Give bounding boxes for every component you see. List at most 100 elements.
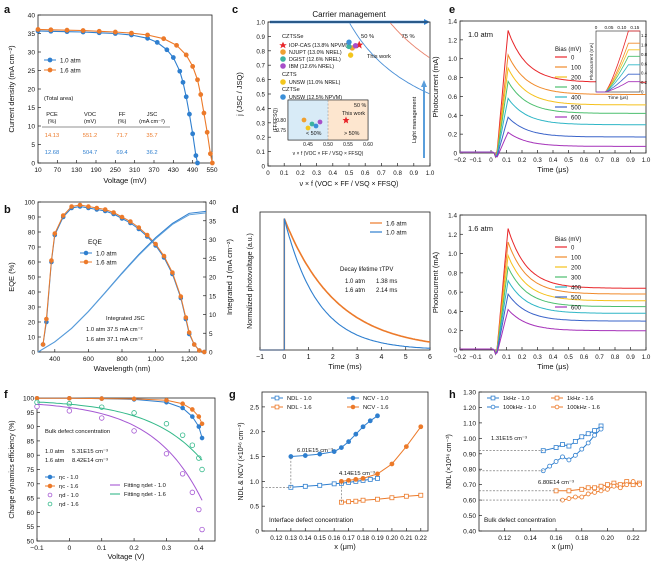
panel-a-point <box>35 27 41 32</box>
panel-e-bottom-ytick-label: 0.8 <box>448 270 457 277</box>
panel-a-ytick-label: 0 <box>31 161 35 168</box>
panel-h-xtick-label: 0.14 <box>524 535 537 542</box>
panel-a-point <box>177 68 183 74</box>
panel-c-point <box>352 43 359 49</box>
panel-b-right-ytick-label: 5 <box>209 331 213 338</box>
panel-b-eqe-point <box>196 348 202 353</box>
panel-c-inset-ytick: 0.80 <box>276 118 286 124</box>
panel-g-legend-marker <box>274 404 280 410</box>
panel-e-bottom-legend-label: 600 <box>571 305 582 311</box>
panel-h-annotation: 6.80E14 cm⁻³ <box>538 480 574 486</box>
panel-g-ytick-label: 1.5 <box>250 454 259 461</box>
panel-c-inset-ylabel: (FF/FFSQ) <box>273 108 279 132</box>
panel-e-inset-ytick: 1.0 <box>641 43 648 48</box>
panel-g-line-2 <box>341 494 421 503</box>
panel-b-ytick-label: 70 <box>28 245 36 252</box>
panel-b-annotation: 1.6 atm 37.1 mA cm⁻² <box>86 337 143 343</box>
panel-g-xtick-label: 0.19 <box>371 535 384 542</box>
panel-e-bottom-ytick-label: 1.0 <box>448 251 457 258</box>
panel-b-integrated-line-3 <box>37 212 207 353</box>
panel-g-line-0 <box>290 477 378 488</box>
panel-g-xtick-label: 0.20 <box>386 535 399 542</box>
panel-b-eqe-point <box>178 294 184 299</box>
panel-g-point <box>375 413 380 419</box>
panel-label-e: e <box>449 4 455 16</box>
panel-h-point <box>566 488 572 494</box>
panel-c-xtick-label: 0.8 <box>393 170 402 177</box>
panel-d-xtick-label: 0 <box>282 354 286 361</box>
panel-c-ytick-label: 0.2 <box>256 135 265 142</box>
panel-e-inset-ytick: 0.6 <box>641 61 648 66</box>
panel-e-bottom-xtick-label: 0.6 <box>580 354 589 361</box>
panel-a-ytick-label: 10 <box>28 124 36 131</box>
panel-f-point <box>66 408 73 414</box>
panel-c-ytick-label: 0.4 <box>256 106 265 113</box>
panel-g-point <box>389 495 395 501</box>
panel-e-inset-ytick: 0 <box>641 90 644 95</box>
panel-e-bottom-xtick-label: 0.5 <box>564 354 573 361</box>
panel-h-point <box>605 486 610 492</box>
panel-e-top-curve-400 <box>460 97 646 158</box>
panel-c-inset-ytick: 0.75 <box>276 128 286 134</box>
panel-b-right-ytick-label: 30 <box>209 237 217 244</box>
panel-c-xtick-label: 0.9 <box>409 170 418 177</box>
panel-c-inset-label: > 50% <box>344 131 360 137</box>
panel-h-point <box>585 431 591 437</box>
panel-f-point <box>196 506 202 513</box>
panel-g-ytick-label: 2.0 <box>250 429 259 436</box>
panel-e-inset-frame <box>595 30 641 93</box>
panel-g-ytick-label: 1.0 <box>250 479 259 486</box>
panel-a-xtick-label: 430 <box>168 167 179 174</box>
panel-b-annotation: Integrated JSC <box>106 316 145 322</box>
panel-h-legend-label: 1kHz - 1.6 <box>567 396 593 402</box>
panel-c-ytick-label: 1.0 <box>256 20 265 27</box>
panel-b-eqe-point <box>77 202 83 208</box>
panel-e-inset-xtick: 0.10 <box>617 25 626 30</box>
panel-d-xtick-label: 5 <box>404 354 408 361</box>
panel-f-ytick-label: 60 <box>27 510 35 517</box>
panel-b-legend-label: 1.6 atm <box>96 259 117 266</box>
panel-h-ytick-label: 0.40 <box>463 529 476 536</box>
panel-e-inset-xtick: 0.15 <box>630 25 639 30</box>
panel-h-point <box>598 426 604 432</box>
panel-b-ytick-label: 10 <box>28 335 36 342</box>
panel-a-point <box>195 77 200 83</box>
panel-f-ytick-label: 70 <box>27 481 35 488</box>
panel-d-xtick-label: 4 <box>379 354 383 361</box>
panel-f-ytick-label: 80 <box>27 453 35 460</box>
panel-c-inset-label: This work <box>342 111 365 117</box>
panel-h-ytick-label: 0.90 <box>463 451 476 458</box>
panel-f-point <box>199 466 205 473</box>
panel-b-xtick-label: 600 <box>83 356 94 363</box>
panel-g-point <box>331 449 337 454</box>
panel-e-bottom-xtick-label: −0.2 <box>454 354 467 361</box>
panel-e-top-xtick-label: 0.6 <box>580 157 589 164</box>
panel-e-top-ytick-label: 0.6 <box>448 94 457 101</box>
panel-b-annotation: 1.0 atm 37.5 mA cm⁻² <box>86 327 143 333</box>
panel-b-eqe-point <box>40 342 46 347</box>
panel-g-point <box>346 477 352 483</box>
panel-c-contour <box>389 22 430 58</box>
panel-b-ylabel2: Integrated J (mA cm⁻²) <box>225 238 234 315</box>
panel-f-point <box>196 414 202 419</box>
panel-c-legend-star <box>279 41 287 49</box>
panel-b-eqe-point <box>191 342 197 347</box>
panel-a-point <box>64 27 70 33</box>
panel-e-top-legend-label: 0 <box>571 55 575 61</box>
panel-a-table-cell: 551.2 <box>83 133 98 139</box>
panel-f-legend-marker <box>47 483 53 489</box>
panel-a-point <box>154 39 160 45</box>
panel-b-eqe-point <box>186 330 192 335</box>
panel-f-annotation-label: 1.0 atm <box>45 449 65 455</box>
panel-a-table-header: PCE <box>46 112 58 118</box>
panel-f-point <box>196 455 202 461</box>
panel-f-point <box>190 414 195 419</box>
panel-h-legend-marker <box>490 404 496 410</box>
panel-a-table-header-unit: (mA cm⁻²) <box>139 119 165 125</box>
panel-c-legend-label: IOP-CAS (13.8% NPVM) <box>289 43 348 49</box>
panel-c-legend-label: DGIST (12.6% NREL) <box>289 57 341 63</box>
panel-label-g: g <box>229 389 236 401</box>
panel-f-fit-3 <box>36 401 203 461</box>
panel-a-xtick-label: 310 <box>129 167 140 174</box>
panel-f-ylabel: Charge dynamics efficiency (%) <box>9 420 16 518</box>
